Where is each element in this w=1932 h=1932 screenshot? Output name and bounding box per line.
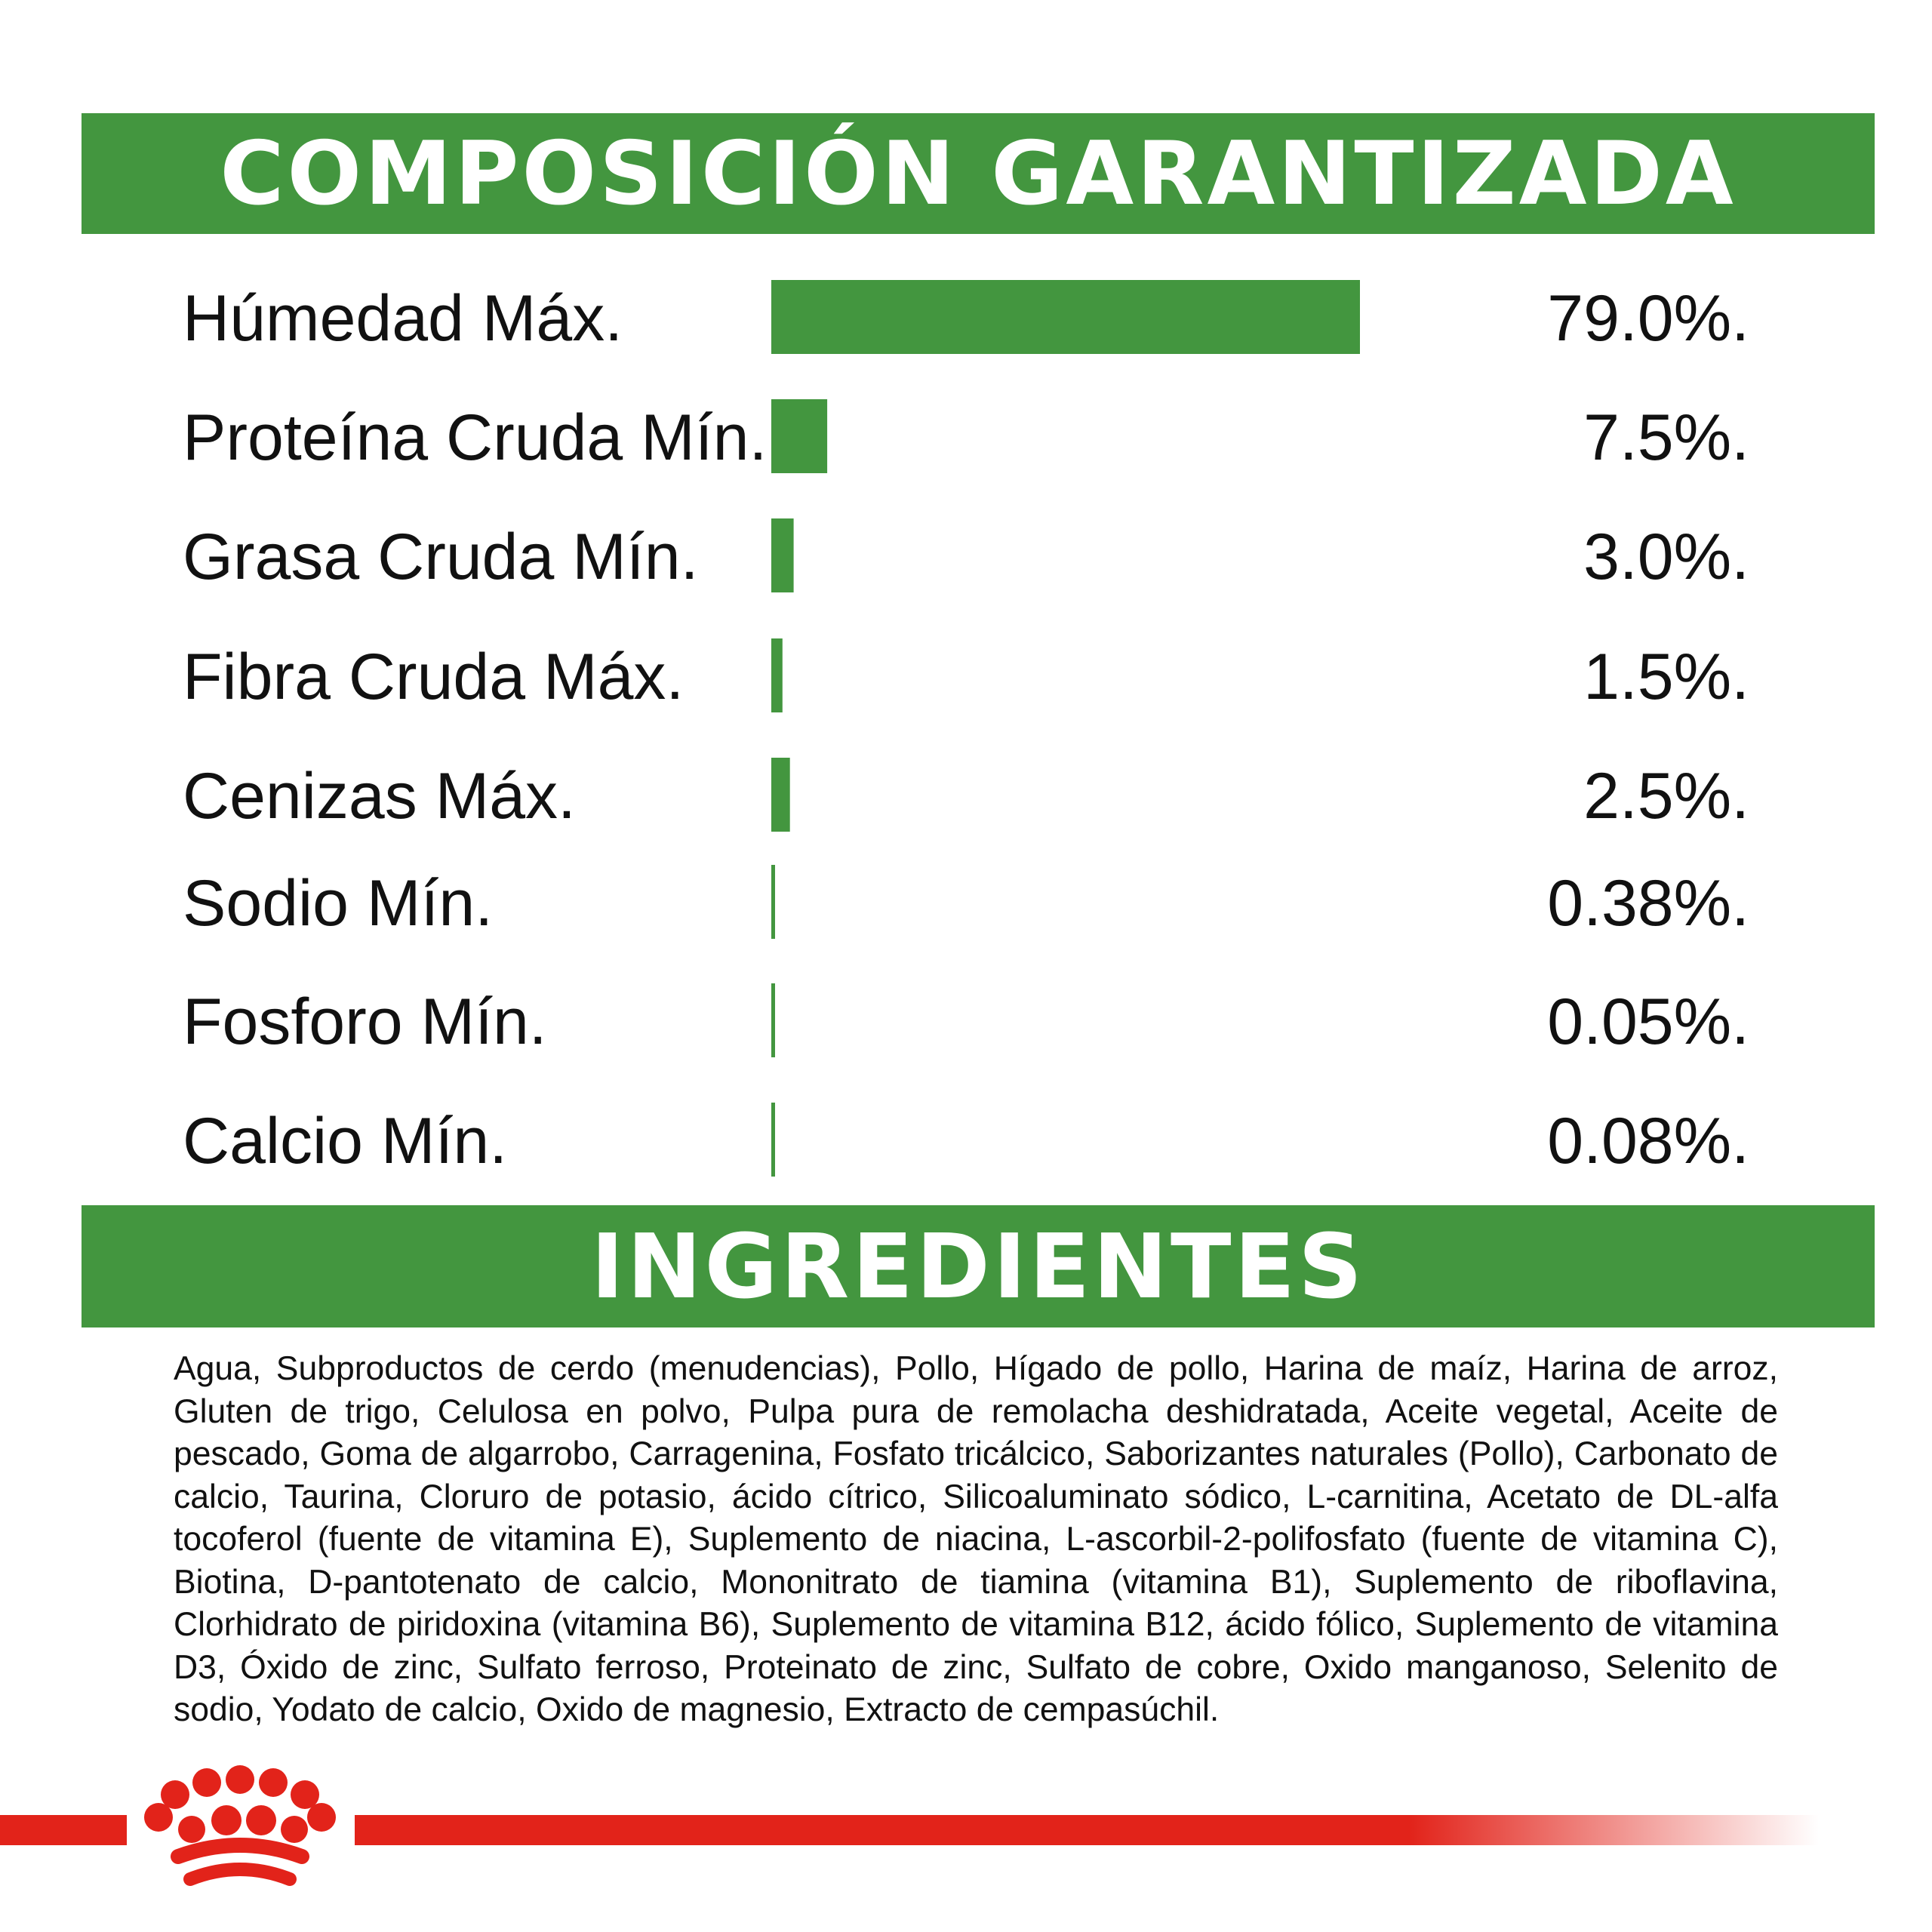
footer-brand-strip [0, 1765, 1819, 1886]
row-label: Calcio Mín. [183, 1105, 507, 1177]
row-label: Húmedad Máx. [183, 282, 623, 355]
ingredients-text: Agua, Subproductos de cerdo (menudencias… [174, 1350, 1778, 1728]
value-label: 2.5%. [1583, 760, 1749, 832]
value-label: 7.5%. [1583, 401, 1749, 474]
bar [771, 518, 794, 592]
bar [771, 983, 775, 1057]
value-label: 0.08%. [1547, 1105, 1749, 1177]
bar [771, 1103, 775, 1177]
ingredients-banner: INGREDIENTES [82, 1205, 1875, 1327]
row-label: Cenizas Máx. [183, 760, 576, 832]
composition-banner: COMPOSICIÓN GARANTIZADA [82, 113, 1875, 234]
value-label: 79.0%. [1547, 282, 1749, 355]
composition-chart: Húmedad Máx. 79.0%. Proteína Cruda Mín. 7.5… [183, 280, 1749, 1177]
value-label: 3.0%. [1583, 521, 1749, 593]
footer-line-left [0, 1815, 127, 1845]
row-label: Fibra Cruda Máx. [183, 641, 684, 713]
row-label: Proteína Cruda Mín. [183, 401, 767, 474]
bar [771, 865, 775, 939]
bar [771, 638, 783, 712]
bar [771, 280, 1360, 354]
composition-title: COMPOSICIÓN GARANTIZADA [220, 122, 1737, 225]
bar [771, 399, 828, 473]
footer-line-right [355, 1815, 1819, 1845]
royal-canin-crown-icon [144, 1765, 336, 1886]
value-label: 0.05%. [1547, 986, 1749, 1058]
row-label: Grasa Cruda Mín. [183, 521, 698, 593]
value-label: 1.5%. [1583, 641, 1749, 713]
row-label: Sodio Mín. [183, 867, 493, 940]
value-label: 0.38%. [1547, 867, 1749, 940]
row-label: Fosforo Mín. [183, 986, 547, 1058]
ingredients-title: INGREDIENTES [590, 1214, 1366, 1318]
bar [771, 758, 790, 832]
